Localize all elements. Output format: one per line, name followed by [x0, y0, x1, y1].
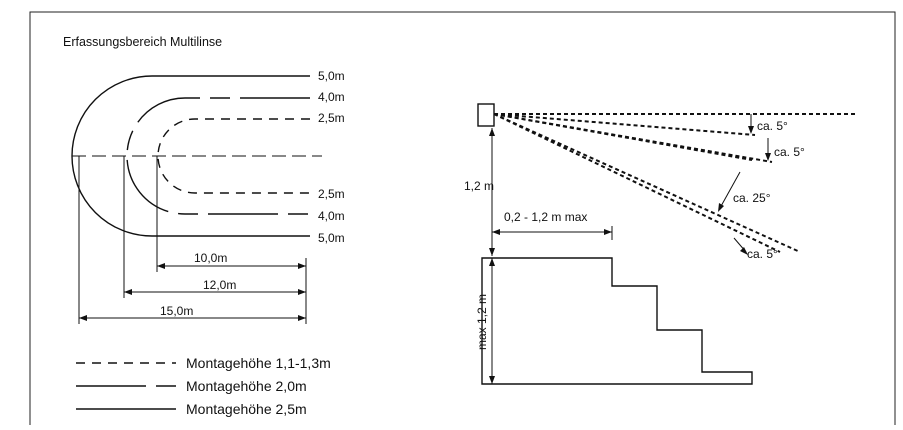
diagram-title: Erfassungsbereich Multilinse — [63, 35, 222, 49]
beam-3 — [493, 113, 753, 161]
angle-arrow-4-head — [740, 247, 748, 255]
zone-4m — [126, 97, 310, 215]
beam-4 — [493, 113, 781, 253]
legend-label-dashed: Montagehöhe 1,1-1,3m — [186, 355, 331, 371]
legend-label-solid: Montagehöhe 2,5m — [186, 401, 307, 417]
label-4m-top: 4,0m — [318, 90, 345, 104]
angle-label-3: ca. 25° — [733, 191, 771, 205]
sensor-box — [477, 103, 495, 127]
dim-label-12m: 12,0m — [203, 278, 236, 292]
distance-label: 0,2 - 1,2 m max — [504, 210, 587, 224]
label-4m-bottom: 4,0m — [318, 209, 345, 223]
angle-arrow-3-head — [718, 203, 724, 212]
dim-label-10m: 10,0m — [194, 251, 227, 265]
angle-arrow-1-head — [748, 126, 754, 134]
zone-5m — [71, 75, 310, 237]
stair-outline — [481, 257, 753, 385]
step-height-label: max 1,2 m — [475, 294, 489, 350]
height-label: 1,2 m — [464, 179, 494, 193]
angle-label-4: ca. 5° — [747, 247, 778, 261]
angle-arrow-3 — [719, 171, 741, 209]
frame — [29, 11, 896, 425]
label-5m-bottom: 5,0m — [318, 231, 345, 245]
angle-label-1: ca. 5° — [757, 119, 788, 133]
label-5m-top: 5,0m — [318, 69, 345, 83]
label-2-5m-bottom: 2,5m — [318, 187, 345, 201]
angle-arrow-2-head — [765, 153, 771, 161]
beam-1 — [493, 113, 756, 136]
label-2-5m-top: 2,5m — [318, 111, 345, 125]
legend-label-dashdot: Montagehöhe 2,0m — [186, 378, 307, 394]
dim-label-15m: 15,0m — [160, 304, 193, 318]
angle-label-2: ca. 5° — [774, 145, 805, 159]
